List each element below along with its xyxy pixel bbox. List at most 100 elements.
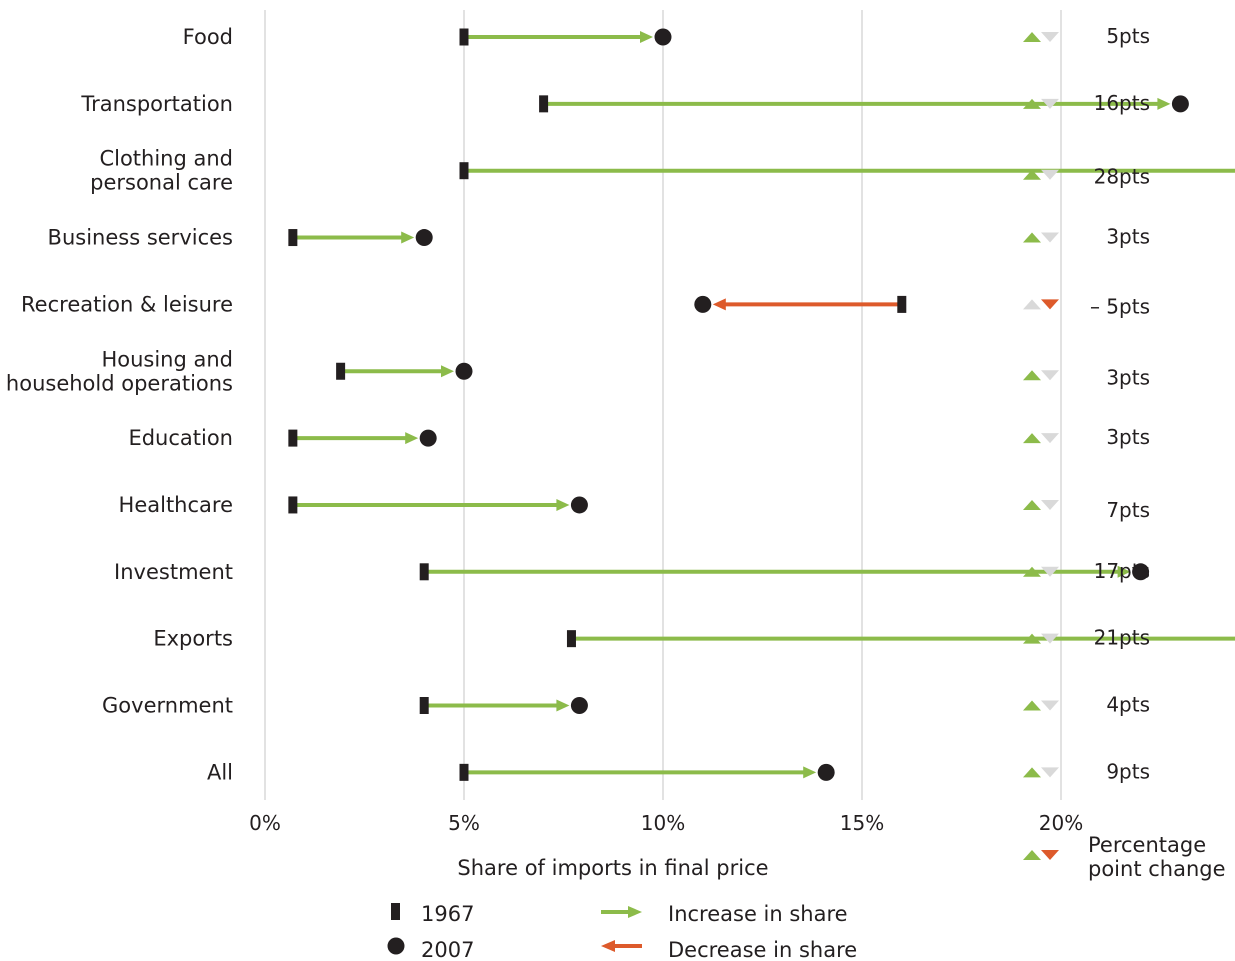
category-label: personal care [90,171,233,195]
legend-label-2007: 2007 [421,938,474,961]
marker-2007 [1132,563,1150,581]
marker-1967 [336,362,346,380]
x-axis-ticks: 0%5%10%15%20%25%30%35% [249,811,1083,835]
category-label: household operations [6,371,233,395]
up-triangle-icon [1023,32,1041,42]
change-value: 4pts [1106,693,1150,717]
x-tick-label: 5% [448,811,480,835]
marker-1967 [539,95,549,113]
marker-2007 [817,763,835,781]
marker-2007 [1171,95,1189,113]
marker-2007 [694,295,712,313]
change-value: 5pts [1106,24,1150,48]
change-value: 7pts [1106,498,1150,522]
marker-1967 [288,229,298,247]
legend-marker-2007 [387,937,405,955]
category-label: Investment [114,560,233,584]
legend-marker-1967 [391,903,400,920]
down-triangle-icon [1041,169,1059,180]
change-value: 9pts [1106,759,1150,783]
marker-2007 [570,697,588,714]
change-legend-label: Percentage [1088,833,1206,857]
up-triangle-icon [1023,433,1041,444]
up-triangle-icon [1023,299,1041,310]
up-triangle-icon [1023,499,1041,510]
change-value: 28pts [1094,165,1150,189]
change-legend-label: point change [1088,857,1226,881]
marker-2007 [654,28,672,46]
x-tick-label: 20% [1039,811,1083,835]
marker-1967 [459,763,469,781]
x-tick-label: 10% [641,811,685,835]
down-triangle-icon [1041,850,1059,860]
legend-increase-arrowhead [628,906,642,918]
marker-2007 [455,362,473,380]
change-value: 3pts [1106,225,1150,249]
marker-1967 [459,162,469,180]
category-label: Housing and [101,347,233,371]
increase-arrowhead [401,231,415,244]
change-value: 16pts [1094,91,1150,115]
category-label: Government [102,694,233,718]
gridlines [264,10,1062,800]
up-triangle-icon [1023,232,1041,243]
increase-arrowhead [803,766,817,779]
down-triangle-icon [1041,499,1059,510]
x-tick-label: 0% [249,811,281,835]
up-triangle-icon [1023,98,1041,109]
down-triangle-icon [1041,767,1059,778]
increase-arrowhead [1157,97,1171,110]
increase-arrowhead [405,432,419,445]
down-triangle-icon [1041,299,1059,310]
change-value: 17pts [1094,559,1150,583]
up-triangle-icon [1023,169,1041,180]
category-label: Recreation & leisure [21,292,233,316]
up-triangle-icon [1023,566,1041,577]
marker-1967 [566,630,576,648]
down-triangle-icon [1041,232,1059,243]
up-triangle-icon [1023,850,1041,860]
x-tick-label: 15% [840,811,884,835]
down-triangle-icon [1041,566,1059,577]
legend: 1967 2007 Increase in share Decrease in sha… [387,902,857,961]
change-value: 3pts [1106,365,1150,389]
down-triangle-icon [1041,633,1059,644]
marker-2007 [570,496,588,514]
change-column: 5pts 16pts 28pts 3pts – 5pts 3pts 3pts 7pts 17pt… [1023,24,1150,783]
up-triangle-icon [1023,370,1041,381]
down-triangle-icon [1041,433,1059,444]
increase-arrowhead [556,699,570,712]
legend-label-decrease: Decrease in share [668,938,857,961]
category-label: Exports [153,627,233,651]
category-label: Healthcare [119,493,233,517]
down-triangle-icon [1041,370,1059,381]
x-axis-title: Share of imports in final price [457,856,768,880]
category-label: Clothing and [99,147,233,171]
category-label: Business services [48,226,233,250]
increase-arrowhead [1117,565,1131,578]
category-label: Food [183,25,233,49]
down-triangle-icon [1041,98,1059,109]
change-value: 21pts [1094,626,1150,650]
marker-2007 [419,429,437,447]
marker-1967 [419,563,429,581]
change-value: 3pts [1106,425,1150,449]
up-triangle-icon [1023,633,1041,644]
up-triangle-icon [1023,700,1041,711]
plot-marks [288,28,1235,781]
decrease-arrowhead [712,298,726,311]
category-label: Education [128,426,233,450]
increase-arrowhead [441,365,454,378]
marker-2007 [415,229,433,247]
category-label: All [207,760,233,784]
increase-arrowhead [640,31,653,43]
legend-label-increase: Increase in share [668,902,848,926]
increase-arrowhead [556,498,570,511]
marker-1967 [288,429,298,447]
marker-1967 [459,28,469,46]
marker-1967 [288,496,298,514]
down-triangle-icon [1041,32,1059,42]
